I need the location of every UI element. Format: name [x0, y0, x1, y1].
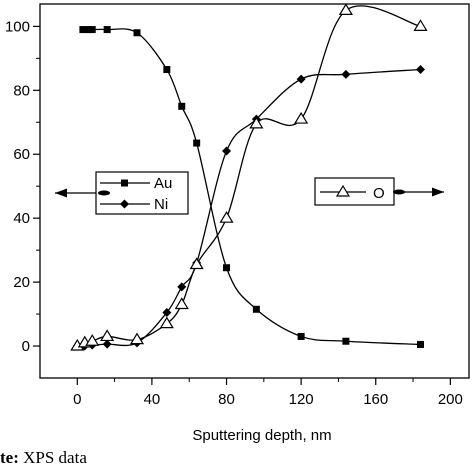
- data-point-ni: [341, 69, 351, 79]
- data-point-au: [84, 26, 92, 34]
- data-point-ni: [416, 65, 426, 75]
- caption-text: XPS data: [23, 448, 87, 467]
- x-tick-label: 160: [363, 391, 388, 408]
- y-tick-label: 100: [5, 18, 30, 35]
- data-point-ni: [222, 146, 232, 156]
- caption-prefix: te:: [0, 448, 19, 467]
- data-point-o: [338, 3, 353, 15]
- data-point-au: [163, 66, 171, 74]
- legend-au-marker-icon: [121, 179, 128, 187]
- plot-axes: [39, 3, 470, 379]
- legend-o-label: O: [373, 185, 385, 202]
- data-point-o: [100, 329, 115, 342]
- legend-left: Au Ni: [55, 171, 189, 215]
- y-tick-label: 40: [13, 210, 30, 227]
- data-point-au: [178, 102, 186, 110]
- data-point-au: [79, 26, 87, 34]
- legend-left-box: [95, 171, 189, 215]
- data-point-au: [133, 29, 141, 37]
- x-tick-label: 0: [73, 391, 81, 408]
- data-point-au: [193, 139, 201, 147]
- plot-frame: [39, 3, 470, 379]
- data-point-o: [159, 316, 174, 329]
- legend-ni-marker-icon: [120, 199, 129, 209]
- data-point-ni: [177, 282, 187, 292]
- data-point-au: [88, 26, 96, 34]
- legend-right-arrowhead-icon: [432, 187, 444, 197]
- data-point-au: [342, 337, 350, 345]
- data-point-o: [189, 257, 204, 270]
- x-axis-label: Sputtering depth, nm: [192, 427, 331, 444]
- data-point-o: [174, 297, 189, 310]
- data-point-au: [103, 26, 111, 34]
- data-point-au: [223, 264, 231, 272]
- data-point-au: [417, 340, 425, 348]
- legend-left-arrowhead-icon: [55, 188, 67, 198]
- data-point-o: [129, 332, 145, 345]
- data-point-o: [294, 111, 309, 124]
- legend-right-arrow-tail-icon: [393, 189, 405, 195]
- data-point-o: [85, 334, 100, 346]
- xps-depth-profile-chart: 0 40 80 120 160 200 0 20 40 60 80 100 Sputtering de…: [5, 3, 470, 444]
- legend-ni-label: Ni: [154, 196, 168, 213]
- data-point-o: [249, 116, 264, 129]
- figure-caption: te: XPS data: [0, 448, 87, 468]
- x-tick-label: 80: [218, 391, 235, 408]
- x-tick-label: 40: [144, 391, 161, 408]
- legend-right: O: [314, 177, 444, 206]
- y-tick-label: 20: [13, 274, 30, 291]
- y-tick-label: 60: [13, 146, 30, 163]
- x-tick-label: 120: [289, 391, 314, 408]
- legend-left-arrow-tail-icon: [98, 190, 110, 196]
- data-point-ni: [162, 307, 172, 317]
- data-point-o: [413, 19, 428, 31]
- data-point-o: [219, 211, 234, 223]
- data-point-ni: [102, 339, 112, 349]
- legend-o-marker-icon: [335, 184, 351, 197]
- data-point-au: [297, 332, 305, 340]
- data-point-ni: [296, 74, 306, 84]
- y-tick-label: 0: [22, 338, 30, 355]
- series-markers: [70, 3, 428, 351]
- x-tick-label: 200: [438, 391, 463, 408]
- y-tick-label: 80: [13, 82, 30, 99]
- legend-au-label: Au: [154, 175, 172, 192]
- data-point-au: [252, 305, 260, 313]
- axis-ticks: 0 40 80 120 160 200 0 20 40 60 80 100: [5, 18, 463, 408]
